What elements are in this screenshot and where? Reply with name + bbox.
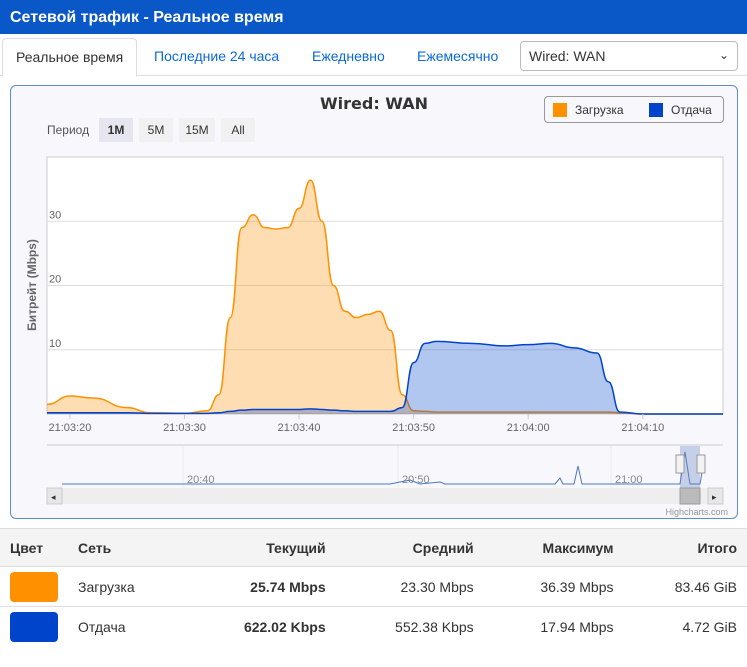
network-name: Отдача — [68, 606, 183, 647]
navigator-left-handle[interactable] — [675, 454, 685, 474]
x-tick-label: 21:03:40 — [278, 422, 321, 434]
series-area-1 — [47, 341, 723, 414]
color-swatch — [10, 611, 58, 642]
legend-swatch-upload — [649, 103, 663, 117]
average-value: 23.30 Mbps — [335, 566, 484, 607]
network-name: Загрузка — [68, 566, 183, 607]
y-axis-label: Битрейт (Mbps) — [25, 239, 39, 331]
y-tick-label: 20 — [49, 274, 61, 286]
y-tick-label: 10 — [49, 338, 61, 350]
highcharts-credits[interactable]: Highcharts.com — [665, 507, 728, 517]
max-value: 17.94 Mbps — [483, 606, 624, 647]
table-row: Загрузка 25.74 Mbps 23.30 Mbps 36.39 Mbp… — [0, 566, 747, 607]
tab-last-24h[interactable]: Последние 24 часа — [154, 48, 280, 64]
scrollbar-track[interactable] — [47, 488, 723, 504]
average-value: 552.38 Kbps — [335, 606, 484, 647]
scroll-left-arrow-icon: ◂ — [51, 492, 56, 502]
series-line-1 — [47, 340, 723, 415]
scrollbar-right-button[interactable] — [707, 487, 724, 505]
page-title: Сетевой трафик - Реальное время — [0, 0, 747, 34]
col-total: Итого — [623, 528, 747, 567]
chart-legend: Загрузка Отдача — [544, 96, 724, 123]
series-line-0 — [46, 179, 723, 415]
y-tick-label: 30 — [49, 209, 61, 221]
period-label: Период — [47, 123, 90, 137]
navigator-tick-label: 21:00 — [615, 474, 643, 486]
tab-daily[interactable]: Ежедневно — [312, 48, 385, 64]
period-15m-button[interactable]: 15M — [179, 118, 215, 142]
max-value: 36.39 Mbps — [483, 566, 624, 607]
chart-svg: 21:03:20 21:03:30 21:03:40 21:03:50 21:04:00… — [25, 156, 728, 517]
x-tick-label: 21:03:50 — [392, 422, 435, 434]
scroll-right-arrow-icon: ▸ — [712, 492, 717, 502]
chevron-down-icon: ⌄ — [718, 48, 729, 62]
navigator-series — [62, 451, 706, 485]
navigator-tick-label: 20:50 — [402, 474, 430, 486]
period-1m-button[interactable]: 1M — [99, 118, 133, 142]
col-average: Средний — [335, 528, 484, 567]
x-tick-label: 21:03:20 — [49, 422, 92, 434]
period-5m-button[interactable]: 5M — [139, 118, 173, 142]
tabs: Реальное время Последние 24 часа Ежеднев… — [0, 38, 747, 77]
legend-item-download[interactable]: Загрузка — [575, 103, 624, 117]
col-color: Цвет — [0, 528, 68, 567]
current-value: 622.02 Kbps — [183, 606, 336, 647]
navigator-right-handle[interactable] — [696, 454, 706, 474]
scrollbar-thumb[interactable] — [679, 487, 701, 505]
current-value: 25.74 Mbps — [183, 566, 336, 607]
traffic-table: Цвет Сеть Текущий Средний Максимум Итого… — [0, 528, 747, 647]
x-tick-label: 21:04:00 — [507, 422, 550, 434]
tab-monthly[interactable]: Ежемесячно — [417, 48, 499, 64]
navigator-tick-label: 20:40 — [187, 474, 215, 486]
interface-select[interactable]: Wired: WAN ⌄ — [520, 41, 738, 71]
x-tick-label: 21:04:10 — [621, 422, 664, 434]
interface-select-value: Wired: WAN — [529, 48, 606, 64]
col-current: Текущий — [183, 528, 336, 567]
legend-item-upload[interactable]: Отдача — [671, 103, 712, 117]
chart-title: Wired: WAN — [320, 94, 428, 113]
scrollbar-left-button[interactable] — [46, 487, 63, 505]
tab-realtime[interactable]: Реальное время — [2, 38, 138, 77]
table-row: Отдача 622.02 Kbps 552.38 Kbps 17.94 Mbp… — [0, 606, 747, 647]
x-tick-label: 21:03:30 — [163, 422, 206, 434]
col-network: Сеть — [68, 528, 183, 567]
color-swatch — [10, 571, 58, 602]
total-value: 83.46 GiB — [623, 566, 747, 607]
series-area-0 — [47, 180, 723, 414]
period-all-button[interactable]: All — [221, 118, 255, 142]
legend-swatch-download — [553, 103, 567, 117]
total-value: 4.72 GiB — [623, 606, 747, 647]
table-header-row: Цвет Сеть Текущий Средний Максимум Итого — [0, 528, 747, 567]
col-max: Максимум — [483, 528, 624, 567]
